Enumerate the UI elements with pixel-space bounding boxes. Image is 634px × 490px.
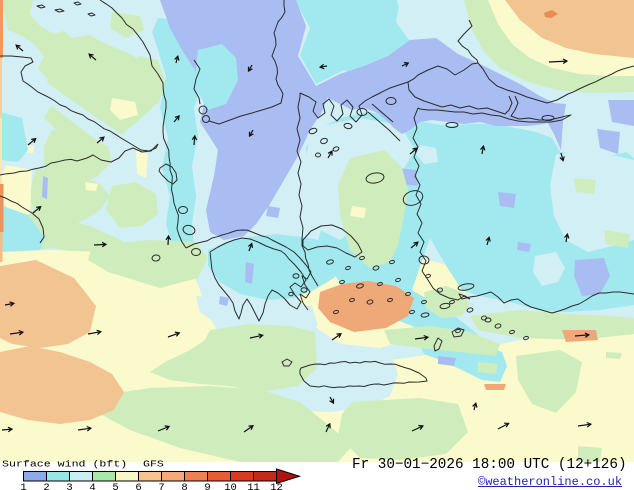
svg-text:12: 12 xyxy=(270,482,283,490)
svg-text:8: 8 xyxy=(181,482,187,490)
svg-text:1: 1 xyxy=(20,482,26,490)
svg-text:3: 3 xyxy=(66,482,72,490)
svg-text:6: 6 xyxy=(135,482,141,490)
svg-text:4: 4 xyxy=(89,482,95,490)
svg-text:11: 11 xyxy=(247,482,260,490)
svg-text:5: 5 xyxy=(112,482,118,490)
svg-text:7: 7 xyxy=(158,482,164,490)
svg-text:10: 10 xyxy=(224,482,237,490)
svg-text:2: 2 xyxy=(43,482,49,490)
svg-text:9: 9 xyxy=(204,482,210,490)
